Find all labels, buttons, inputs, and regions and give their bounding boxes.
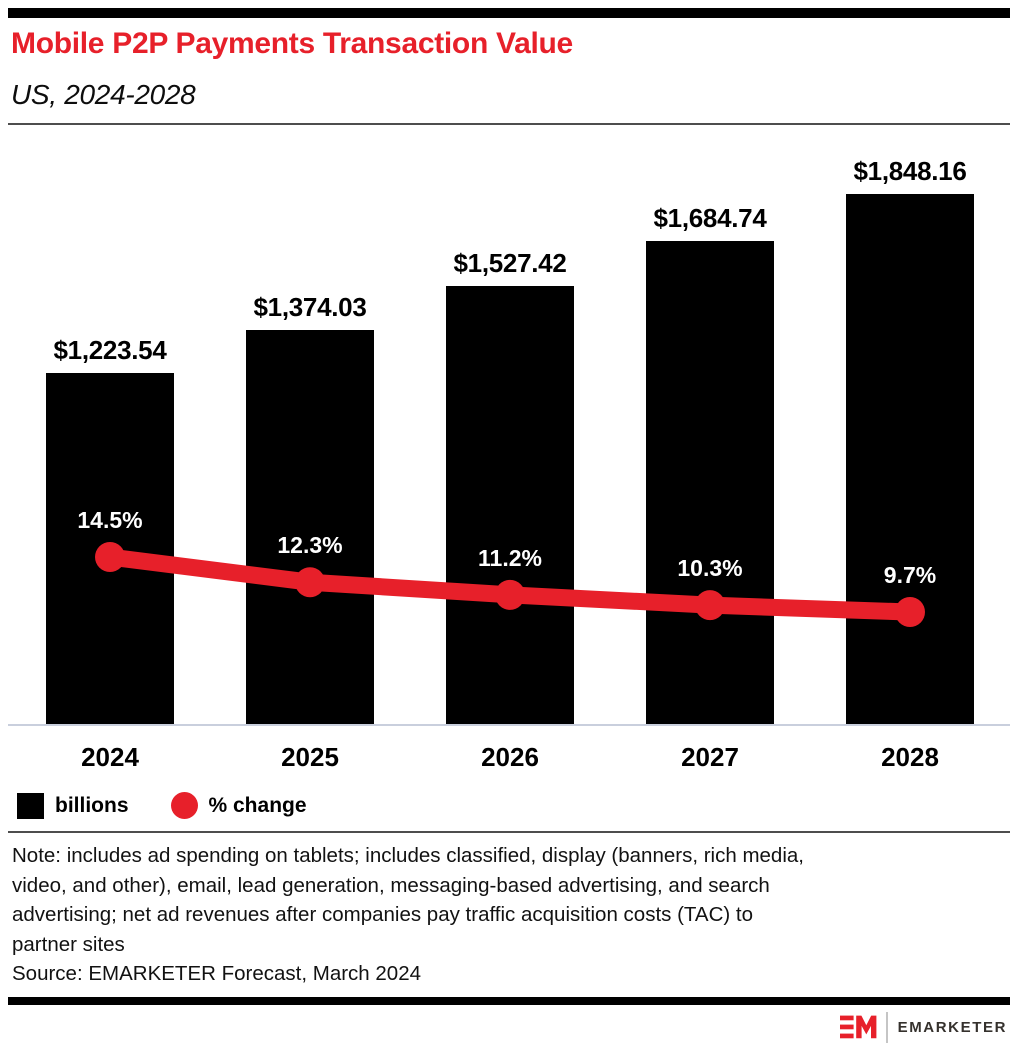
bar-value-label-2027: $1,684.74	[653, 203, 767, 233]
bar-2025	[246, 330, 374, 724]
pct-label-2027: 10.3%	[677, 555, 743, 582]
chart-stage: $1,223.54 2024 14.5% $1,374.03 2025 12.3% $1,5…	[0, 130, 1020, 780]
pct-label-2024: 14.5%	[77, 507, 143, 534]
bar-value-label-2026: $1,527.42	[453, 248, 567, 278]
bar-value-label-2024: $1,223.54	[53, 335, 167, 365]
x-axis-label-2027: 2027	[681, 742, 739, 772]
x-axis-label-2028: 2028	[881, 742, 939, 772]
pct-change-line	[95, 542, 925, 628]
pct-change-dot-2024	[95, 542, 125, 573]
x-axis-label-2025: 2025	[281, 742, 339, 772]
pct-change-dot-2028	[895, 597, 925, 628]
legend-line-label: % change	[208, 793, 307, 817]
bottom-accent-bar	[8, 997, 1010, 1005]
x-axis-label-2024: 2024	[81, 742, 139, 772]
source-text: Source: EMARKETER Forecast, March 2024	[12, 962, 422, 985]
x-axis-label-2026: 2026	[481, 742, 539, 772]
pct-label-2025: 12.3%	[277, 532, 343, 559]
pct-label-2028: 9.7%	[883, 562, 937, 589]
bar-2026	[446, 286, 574, 724]
pct-label-2026: 11.2%	[478, 544, 542, 571]
pct-change-dot-2027	[695, 590, 725, 621]
bar-value-label-2025: $1,374.03	[253, 292, 367, 322]
legend: billions % change	[17, 792, 307, 819]
logo-divider	[885, 1011, 888, 1043]
pct-change-dot-2025	[295, 567, 325, 598]
note-text: Note: includes ad spending on tablets; i…	[12, 844, 804, 956]
footer-divider	[8, 831, 1010, 833]
page-subtitle: US, 2024-2028	[11, 79, 196, 110]
header-divider	[8, 123, 1010, 125]
emarketer-logo-text: EMARKETER	[897, 1018, 1007, 1036]
bar-2027	[646, 241, 774, 724]
pct-change-dot-2026	[495, 579, 525, 610]
emarketer-logo-mark-icon	[839, 1015, 876, 1039]
bar-value-label-2028: $1,848.16	[853, 156, 967, 186]
legend-bar-label: billions	[55, 793, 129, 817]
emarketer-logo: EMARKETER	[839, 1010, 1007, 1044]
top-accent-bar	[8, 8, 1010, 18]
x-axis-line	[8, 724, 1010, 726]
bar-2028	[846, 194, 974, 724]
page-title: Mobile P2P Payments Transaction Value	[11, 27, 573, 60]
legend-bar-swatch-icon	[17, 792, 44, 819]
legend-line-swatch-icon	[170, 792, 198, 819]
